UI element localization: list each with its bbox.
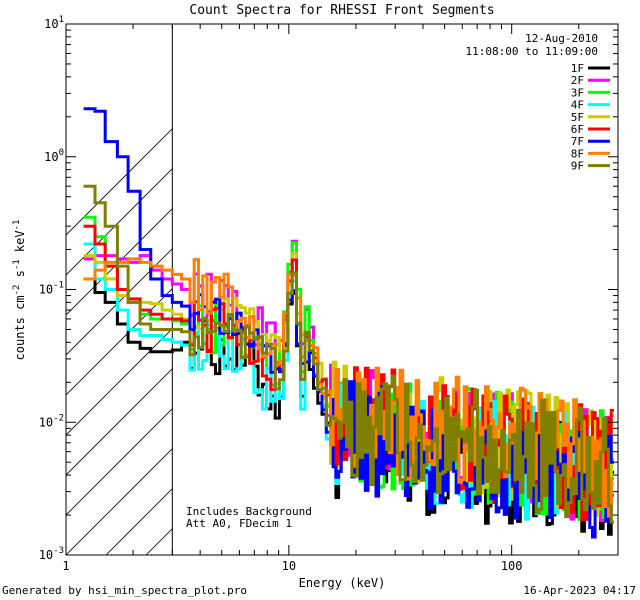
x-tick-label: 1 bbox=[62, 559, 69, 573]
legend-label-9F: 9F bbox=[571, 160, 584, 173]
series-group bbox=[83, 107, 614, 539]
y-tick-label: 10-2 bbox=[39, 413, 64, 429]
date-label: 12-Aug-2010 bbox=[525, 32, 598, 45]
legend-label-1F: 1F bbox=[571, 62, 584, 75]
x-axis-label: Energy (keV) bbox=[299, 576, 386, 590]
y-tick-label: 10-1 bbox=[39, 281, 64, 297]
x-tick-label: 10 bbox=[282, 559, 296, 573]
y-axis-label-text: counts cm-2 s-1 keV-1 bbox=[12, 220, 27, 361]
time-range-label: 11:08:00 to 11:09:00 bbox=[466, 45, 598, 58]
legend-label-7F: 7F bbox=[571, 135, 584, 148]
footer-generated: Generated by hsi_min_spectra_plot.pro bbox=[2, 584, 247, 597]
legend-label-3F: 3F bbox=[571, 86, 584, 99]
y-tick-label: 101 bbox=[44, 15, 64, 31]
legend-label-4F: 4F bbox=[571, 99, 584, 112]
axes: 1 10 100 10-3 10-2 10-1 100 101 bbox=[39, 15, 619, 573]
annotation-line-2: Att A0, FDecim 1 bbox=[186, 517, 292, 530]
legend-label-8F: 8F bbox=[571, 147, 584, 160]
footer-timestamp: 16-Apr-2023 04:17 bbox=[523, 584, 636, 597]
legend-label-2F: 2F bbox=[571, 74, 584, 87]
chart-title: Count Spectra for RHESSI Front Segments bbox=[189, 3, 494, 18]
series-9F bbox=[83, 184, 614, 524]
y-tick-label: 10-3 bbox=[39, 546, 64, 562]
x-tick-label: 100 bbox=[501, 559, 523, 573]
legend-label-5F: 5F bbox=[571, 111, 584, 124]
y-tick-label: 100 bbox=[44, 148, 64, 164]
annotation-line-1: Includes Background bbox=[186, 505, 312, 518]
y-axis-label: counts cm-2 s-1 keV-1 bbox=[12, 220, 27, 361]
legend-label-6F: 6F bbox=[571, 123, 584, 136]
